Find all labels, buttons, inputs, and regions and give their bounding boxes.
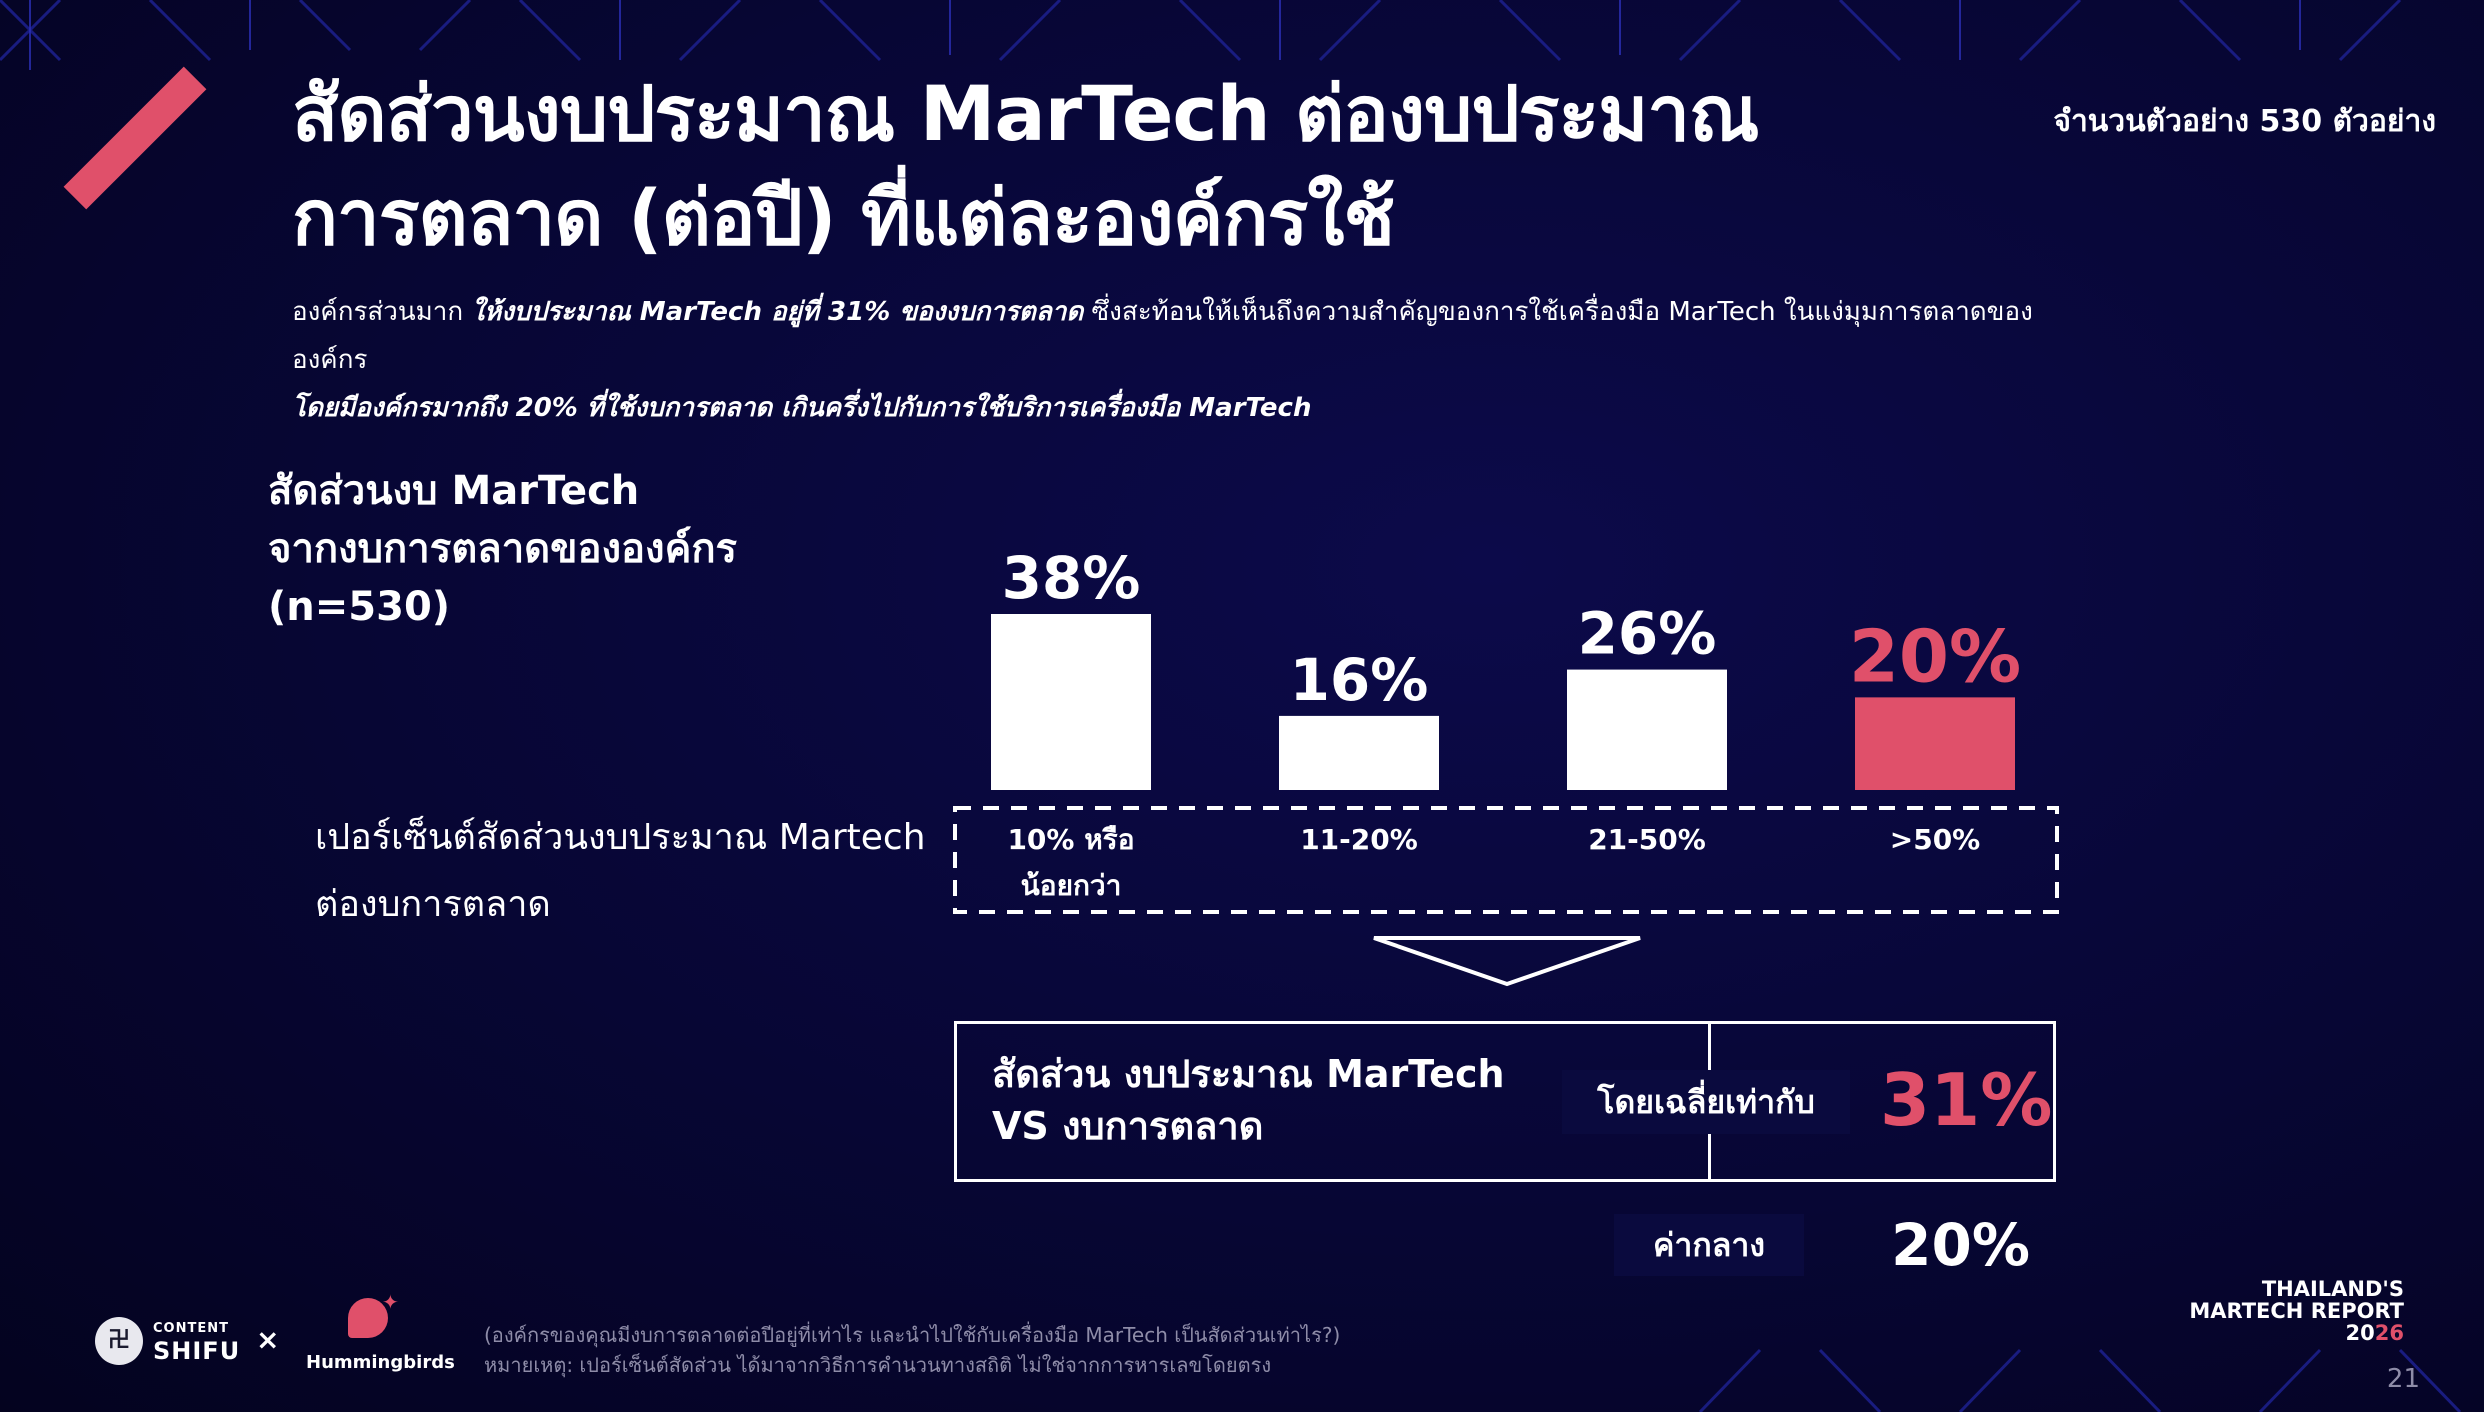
average-label: โดยเฉลี่ยเท่ากับ	[1562, 1070, 1850, 1134]
subtitle-line2: โดยมีองค์กรมากถึง 20% ที่ใช้งบการตลาด เก…	[292, 393, 1312, 423]
summary-label-line2: VS งบการตลาด	[992, 1104, 1264, 1148]
page-title: สัดส่วนงบประมาณ MarTech ต่องบประมาณ การต…	[292, 62, 1892, 270]
page-title-line2: การตลาด (ต่อปี) ที่แต่ละองค์กรใช้	[292, 173, 1395, 262]
subtitle-text-rest: ซึ่งสะท้อนให้เห็นถึงความสำคัญของการใช้เค…	[292, 297, 2033, 375]
bar-value-label-4: 20%	[1849, 614, 2021, 698]
chart-heading-line2: จากงบการตลาดขององค์กร	[268, 526, 738, 572]
report-brand-line1: THAILAND'S	[2261, 1277, 2404, 1301]
page-number: 21	[2386, 1364, 2420, 1394]
median-value: 20%	[1891, 1211, 2030, 1279]
category-label-1-line1: 10% หรือ	[1007, 823, 1134, 856]
subtitle: องค์กรส่วนมาก ให้งบประมาณ MarTech อยู่ที…	[292, 288, 2092, 432]
report-year: 2026	[2189, 1322, 2404, 1344]
category-label-1-line2: น้อยกว่า	[1021, 869, 1122, 902]
summary-label-line1: สัดส่วน งบประมาณ MarTech	[992, 1052, 1505, 1096]
logo-content-text: CONTENT	[153, 1321, 229, 1336]
category-label-3: 21-50%	[1588, 823, 1706, 856]
content-shifu-logo: 卍 CONTENT SHIFU	[95, 1313, 245, 1369]
median-label: ค่ากลาง	[1614, 1214, 1804, 1276]
down-arrow	[1373, 936, 1641, 987]
bar-value-label-1: 38%	[1002, 544, 1141, 612]
logo-hummingbirds-text: Hummingbirds	[306, 1352, 455, 1373]
bar-value-label-2: 16%	[1290, 646, 1429, 714]
report-year-a: 20	[2345, 1321, 2375, 1345]
category-frame	[953, 806, 2059, 914]
logo-shifu-text: SHIFU	[153, 1337, 241, 1365]
report-brand-line2: MARTECH REPORT	[2189, 1299, 2404, 1323]
hummingbird-icon	[348, 1298, 388, 1338]
sample-size: จำนวนตัวอย่าง 530 ตัวอย่าง	[2053, 104, 2436, 139]
average-value: 31%	[1880, 1058, 2053, 1142]
footer-remark: หมายเหตุ: เปอร์เซ็นต์สัดส่วน ได้มาจากวิธ…	[484, 1353, 1272, 1377]
chart-heading-line3: (n=530)	[268, 584, 451, 630]
shifu-emblem-icon: 卍	[95, 1317, 143, 1365]
footer-note: (องค์กรของคุณมีงบการตลาดต่อปีอยู่ที่เท่า…	[484, 1320, 1884, 1380]
bar-1	[991, 614, 1151, 790]
bar-3	[1567, 669, 1727, 790]
hummingbirds-logo: ✦ Hummingbirds	[300, 1290, 455, 1378]
bar-4	[1855, 697, 2015, 790]
category-label-2: 11-20%	[1300, 823, 1418, 856]
x-axis-caption-line2: ต่องบการตลาด	[315, 884, 551, 925]
summary-label: สัดส่วน งบประมาณ MarTech VS งบการตลาด	[992, 1048, 1552, 1152]
chart-heading-line1: สัดส่วนงบ MarTech	[268, 468, 640, 514]
category-label-4: >50%	[1890, 823, 1980, 856]
bar-value-label-3: 26%	[1578, 600, 1717, 668]
subtitle-line1: องค์กรส่วนมาก ให้งบประมาณ MarTech อยู่ที…	[292, 288, 2092, 384]
summary-box	[954, 1021, 2056, 1182]
chart-heading: สัดส่วนงบ MarTech จากงบการตลาดขององค์กร …	[268, 462, 968, 636]
footer-question: (องค์กรของคุณมีงบการตลาดต่อปีอยู่ที่เท่า…	[484, 1323, 1341, 1347]
x-axis-caption-line1: เปอร์เซ็นต์สัดส่วนงบประมาณ Martech	[315, 817, 926, 858]
x-axis-caption: เปอร์เซ็นต์สัดส่วนงบประมาณ Martech ต่องบ…	[315, 804, 935, 938]
report-year-b: 26	[2374, 1321, 2404, 1345]
subtitle-text: องค์กรส่วนมาก	[292, 297, 472, 327]
bar-2	[1279, 715, 1439, 790]
sparkle-icon: ✦	[382, 1290, 399, 1314]
logo-times-sign: ×	[256, 1323, 280, 1356]
page-title-line1: สัดส่วนงบประมาณ MarTech ต่องบประมาณ	[292, 69, 1760, 158]
report-brand: THAILAND'S MARTECH REPORT 2026	[2189, 1278, 2404, 1344]
subtitle-emphasis: ให้งบประมาณ MarTech อยู่ที่ 31% ของงบการ…	[471, 297, 1084, 327]
